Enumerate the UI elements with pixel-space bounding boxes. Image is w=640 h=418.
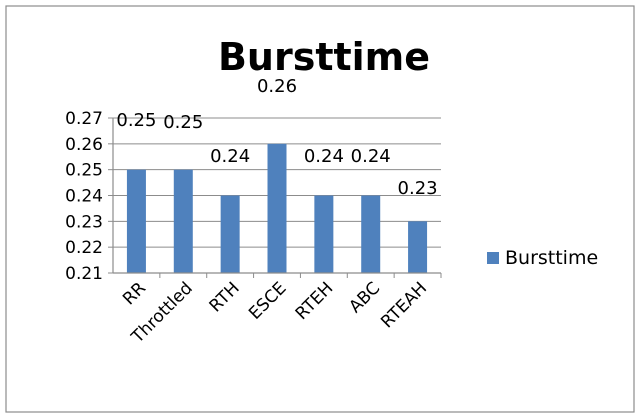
chart-title: Bursttime (218, 35, 430, 79)
bar-throttled (173, 169, 193, 273)
bars (126, 143, 428, 273)
y-tick-label: 0.24 (65, 187, 103, 207)
legend-swatch (487, 252, 499, 264)
data-label-rr: 0.25 (116, 110, 156, 131)
bar-rteh (314, 195, 334, 273)
bar-rr (126, 169, 146, 273)
bar-abc (361, 195, 381, 273)
data-label-abc: 0.24 (351, 146, 391, 167)
bar-esce (267, 143, 287, 273)
data-labels: 0.25 0.25 0.24 0.26 0.24 0.24 0.23 (116, 76, 437, 199)
y-tick-label: 0.23 (65, 212, 103, 232)
y-tick-label: 0.26 (65, 135, 103, 155)
legend: Bursttime (487, 247, 598, 269)
data-label-throttled: 0.25 (163, 112, 203, 133)
y-tick-label: 0.25 (65, 161, 103, 181)
data-label-esce: 0.26 (257, 76, 297, 97)
bar-rteah (408, 221, 428, 273)
data-label-rth: 0.24 (210, 146, 250, 167)
y-tick-label: 0.22 (65, 238, 103, 258)
y-axis-tick-labels: 0.21 0.22 0.23 0.24 0.25 0.26 0.27 (65, 109, 103, 284)
legend-label: Bursttime (505, 247, 598, 269)
y-tick-label: 0.27 (65, 109, 103, 129)
bar-rth (220, 195, 240, 273)
data-label-rteh: 0.24 (304, 146, 344, 167)
y-tick-label: 0.21 (65, 264, 103, 284)
data-label-rteah: 0.23 (398, 178, 438, 199)
